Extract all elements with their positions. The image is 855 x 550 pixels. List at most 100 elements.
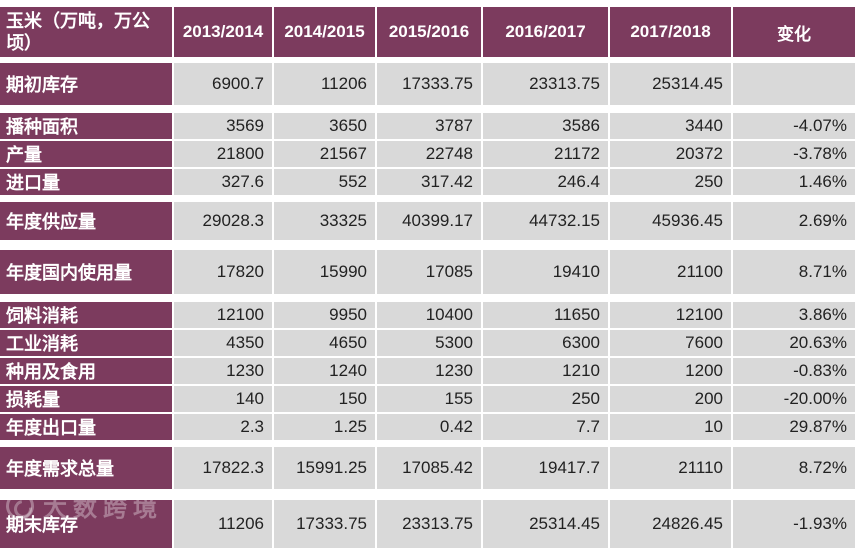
value-cell: 11206 — [274, 63, 377, 107]
value-cell: 2.3 — [174, 414, 274, 442]
value-cell: 1.25 — [274, 414, 377, 442]
value-cell: -4.07% — [733, 113, 855, 141]
value-cell: 11206 — [174, 500, 274, 550]
table-row: 种用及食用 1230 1240 1230 1210 1200 -0.83% — [0, 358, 855, 386]
value-cell: 4350 — [174, 330, 274, 358]
table-row: 工业消耗 4350 4650 5300 6300 7600 20.63% — [0, 330, 855, 358]
value-cell: 1210 — [483, 358, 610, 386]
group-gap — [0, 442, 855, 447]
value-cell: 1240 — [274, 358, 377, 386]
value-cell: 17333.75 — [274, 500, 377, 550]
value-cell: 10400 — [377, 302, 483, 330]
value-cell: 552 — [274, 169, 377, 197]
table-title-cell: 玉米（万吨，万公顷） — [0, 7, 174, 57]
row-label: 年度需求总量 — [0, 447, 174, 491]
value-cell: 1230 — [377, 358, 483, 386]
value-cell: 29.87% — [733, 414, 855, 442]
row-label: 产量 — [0, 141, 174, 169]
value-cell: 29028.3 — [174, 202, 274, 242]
value-cell: -20.00% — [733, 386, 855, 414]
value-cell: 21172 — [483, 141, 610, 169]
value-cell: 8.72% — [733, 447, 855, 491]
row-label: 损耗量 — [0, 386, 174, 414]
value-cell: 23313.75 — [377, 500, 483, 550]
value-cell: 19410 — [483, 250, 610, 296]
value-cell: 7600 — [610, 330, 733, 358]
value-cell: 17820 — [174, 250, 274, 296]
value-cell: 317.42 — [377, 169, 483, 197]
column-header-year: 2013/2014 — [174, 7, 274, 57]
value-cell: 12100 — [174, 302, 274, 330]
group-gap — [0, 296, 855, 302]
row-label: 种用及食用 — [0, 358, 174, 386]
value-cell: 8.71% — [733, 250, 855, 296]
value-cell: 21100 — [610, 250, 733, 296]
value-cell: 5300 — [377, 330, 483, 358]
value-cell: 9950 — [274, 302, 377, 330]
column-header-year: 2015/2016 — [377, 7, 483, 57]
value-cell: 15991.25 — [274, 447, 377, 491]
value-cell: 250 — [483, 386, 610, 414]
group-gap — [0, 107, 855, 113]
row-label: 期初库存 — [0, 63, 174, 107]
table-row: 饲料消耗 12100 9950 10400 11650 12100 3.86% — [0, 302, 855, 330]
value-cell: 155 — [377, 386, 483, 414]
table-row: 损耗量 140 150 155 250 200 -20.00% — [0, 386, 855, 414]
row-label: 进口量 — [0, 169, 174, 197]
value-cell: 21110 — [610, 447, 733, 491]
corn-balance-table: 玉米（万吨，万公顷） 2013/2014 2014/2015 2015/2016 20… — [0, 7, 855, 550]
row-label: 播种面积 — [0, 113, 174, 141]
value-cell: -1.93% — [733, 500, 855, 550]
group-gap — [0, 57, 855, 63]
value-cell: 25314.45 — [610, 63, 733, 107]
row-label: 工业消耗 — [0, 330, 174, 358]
value-cell: 327.6 — [174, 169, 274, 197]
value-cell: -3.78% — [733, 141, 855, 169]
value-cell: 33325 — [274, 202, 377, 242]
row-label: 年度供应量 — [0, 202, 174, 242]
corn-supply-demand-page: 玉米（万吨，万公顷） 2013/2014 2014/2015 2015/2016 20… — [0, 0, 855, 526]
value-cell: 44732.15 — [483, 202, 610, 242]
value-cell: 1230 — [174, 358, 274, 386]
table-row: 年度供应量 29028.3 33325 40399.17 44732.15 45936.4… — [0, 202, 855, 242]
group-gap — [0, 242, 855, 250]
value-cell: 21567 — [274, 141, 377, 169]
row-label: 期末库存 — [0, 500, 174, 550]
value-cell: 40399.17 — [377, 202, 483, 242]
value-cell: 3.86% — [733, 302, 855, 330]
value-cell: 17333.75 — [377, 63, 483, 107]
value-cell: 2.69% — [733, 202, 855, 242]
table-row: 产量 21800 21567 22748 21172 20372 -3.78% — [0, 141, 855, 169]
value-cell: 150 — [274, 386, 377, 414]
group-gap — [0, 491, 855, 500]
value-cell: 250 — [610, 169, 733, 197]
value-cell: 17822.3 — [174, 447, 274, 491]
group-gap — [0, 197, 855, 202]
value-cell: 17085.42 — [377, 447, 483, 491]
value-cell: 1200 — [610, 358, 733, 386]
value-cell: 17085 — [377, 250, 483, 296]
value-cell: 12100 — [610, 302, 733, 330]
table-row: 进口量 327.6 552 317.42 246.4 250 1.46% — [0, 169, 855, 197]
value-cell: 45936.45 — [610, 202, 733, 242]
table-row: 播种面积 3569 3650 3787 3586 3440 -4.07% — [0, 113, 855, 141]
table-row: 期末库存 11206 17333.75 23313.75 25314.45 24826.4… — [0, 500, 855, 550]
value-cell: 6900.7 — [174, 63, 274, 107]
column-header-year: 2016/2017 — [483, 7, 610, 57]
value-cell: 6300 — [483, 330, 610, 358]
table-row: 期初库存 6900.7 11206 17333.75 23313.75 25314.45 — [0, 63, 855, 107]
table-row: 年度出口量 2.3 1.25 0.42 7.7 10 29.87% — [0, 414, 855, 442]
value-cell: -0.83% — [733, 358, 855, 386]
value-cell: 23313.75 — [483, 63, 610, 107]
table-row: 年度需求总量 17822.3 15991.25 17085.42 19417.7 2111… — [0, 447, 855, 491]
header-row: 玉米（万吨，万公顷） 2013/2014 2014/2015 2015/2016 20… — [0, 7, 855, 57]
row-label: 年度出口量 — [0, 414, 174, 442]
value-cell: 140 — [174, 386, 274, 414]
value-cell: 3586 — [483, 113, 610, 141]
value-cell: 3569 — [174, 113, 274, 141]
table-row: 年度国内使用量 17820 15990 17085 19410 21100 8.71% — [0, 250, 855, 296]
column-header-year: 2014/2015 — [274, 7, 377, 57]
value-cell: 10 — [610, 414, 733, 442]
value-cell: 25314.45 — [483, 500, 610, 550]
value-cell: 20372 — [610, 141, 733, 169]
